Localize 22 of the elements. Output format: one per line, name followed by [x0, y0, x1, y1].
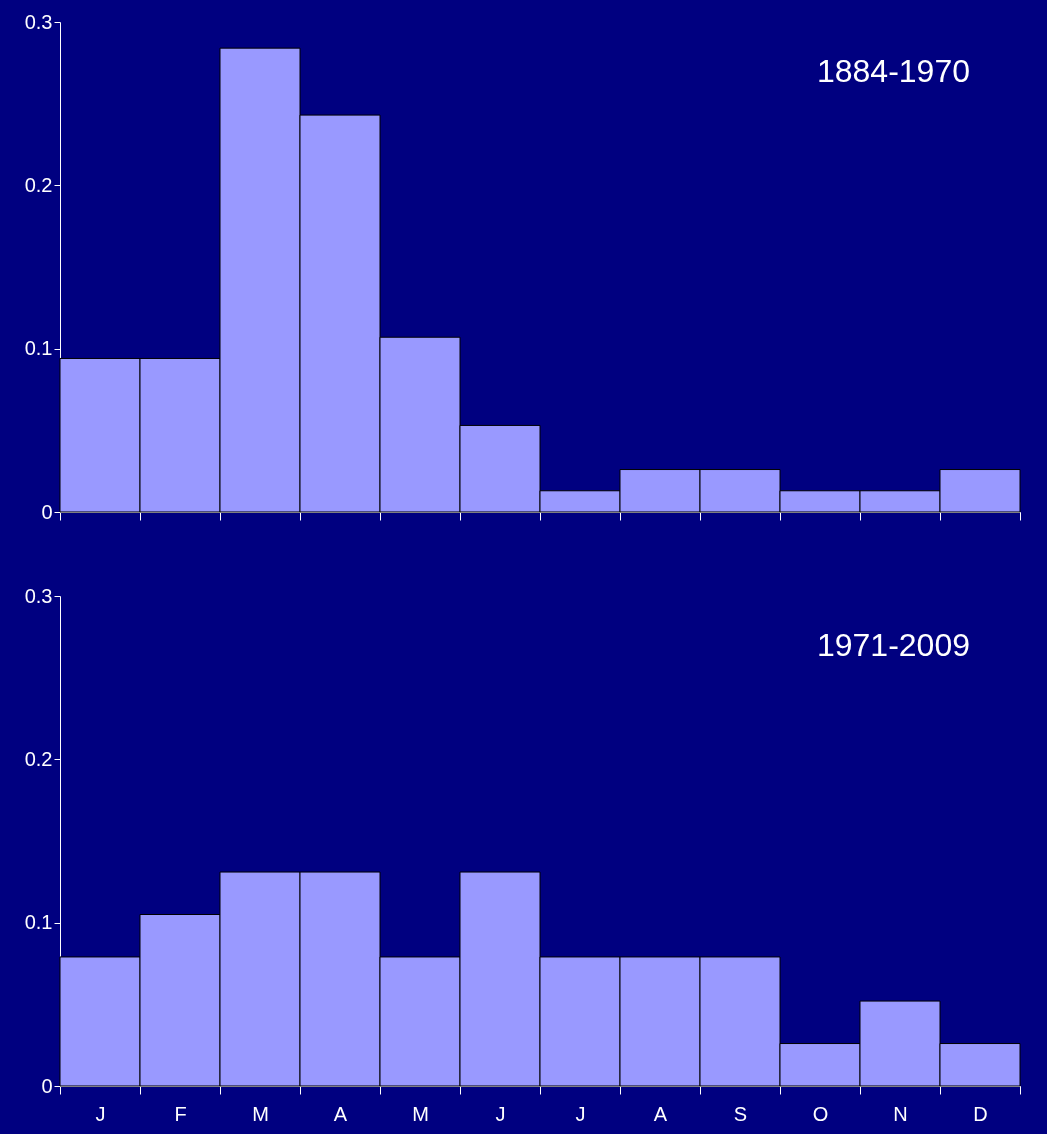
- x-tick-label: S: [733, 1102, 748, 1125]
- x-tick-label: F: [174, 1102, 187, 1125]
- x-tick-label: A: [333, 1102, 348, 1125]
- x-tick-label: J: [575, 1102, 586, 1125]
- y-tick-label: 0.3: [24, 10, 53, 33]
- y-tick-label: 0.2: [24, 747, 53, 770]
- y-tick-label: 0: [41, 500, 53, 523]
- x-tick-label: J: [495, 1102, 506, 1125]
- x-tick-label: A: [653, 1102, 668, 1125]
- y-tick-label: 0.3: [24, 584, 53, 607]
- x-tick-label: J: [95, 1102, 106, 1125]
- x-tick-label: O: [812, 1102, 829, 1125]
- x-tick-label: N: [893, 1102, 908, 1125]
- y-tick-label: 0.1: [24, 337, 53, 360]
- x-tick-label: M: [412, 1102, 429, 1125]
- annotation: 1884-1970: [816, 53, 970, 89]
- x-tick-label: M: [252, 1102, 269, 1125]
- y-tick-label: 0: [41, 1074, 53, 1097]
- y-tick-label: 0.1: [24, 911, 53, 934]
- x-tick-label: D: [973, 1102, 988, 1125]
- annotation: 1971-2009: [816, 627, 970, 663]
- y-tick-label: 0.2: [24, 173, 53, 196]
